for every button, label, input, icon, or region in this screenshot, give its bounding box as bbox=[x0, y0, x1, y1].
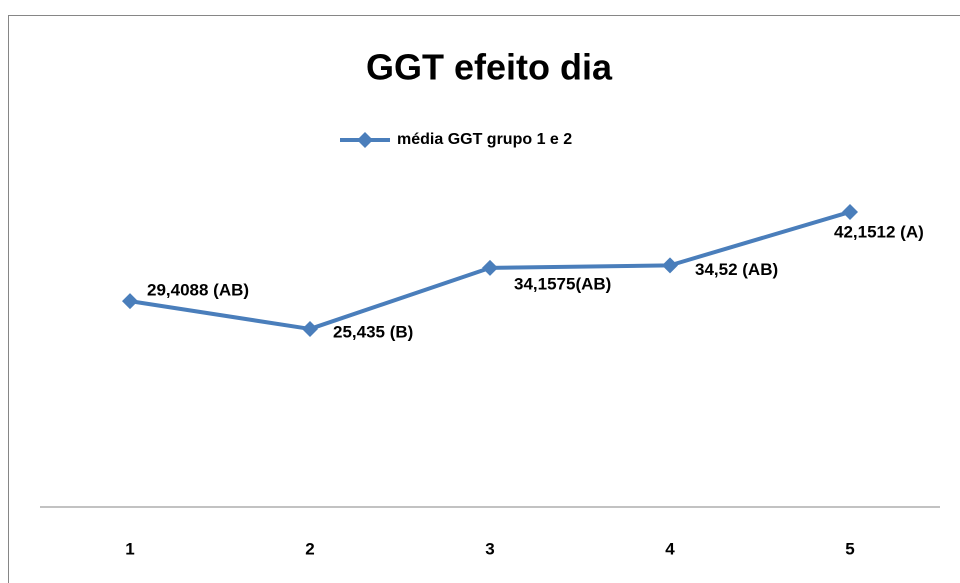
x-tick-label: 2 bbox=[305, 539, 314, 558]
legend-marker bbox=[357, 132, 373, 148]
data-label: 34,52 (AB) bbox=[695, 260, 778, 279]
point-marker bbox=[662, 257, 678, 274]
point-marker bbox=[302, 320, 318, 337]
data-label: 34,1575(AB) bbox=[514, 274, 611, 293]
data-label: 25,435 (B) bbox=[333, 322, 413, 341]
x-tick-label: 4 bbox=[665, 539, 675, 558]
point-marker bbox=[122, 293, 138, 310]
point-marker bbox=[842, 203, 858, 220]
x-tick-label: 3 bbox=[485, 539, 494, 558]
x-tick-label: 1 bbox=[125, 539, 134, 558]
chart-border bbox=[8, 15, 960, 583]
x-tick-label: 5 bbox=[845, 539, 854, 558]
data-label: 42,1512 (A) bbox=[834, 222, 924, 241]
point-marker bbox=[482, 259, 498, 276]
chart-title: GGT efeito dia bbox=[366, 47, 613, 88]
data-label: 29,4088 (AB) bbox=[147, 281, 249, 300]
legend-label: média GGT grupo 1 e 2 bbox=[397, 131, 572, 148]
